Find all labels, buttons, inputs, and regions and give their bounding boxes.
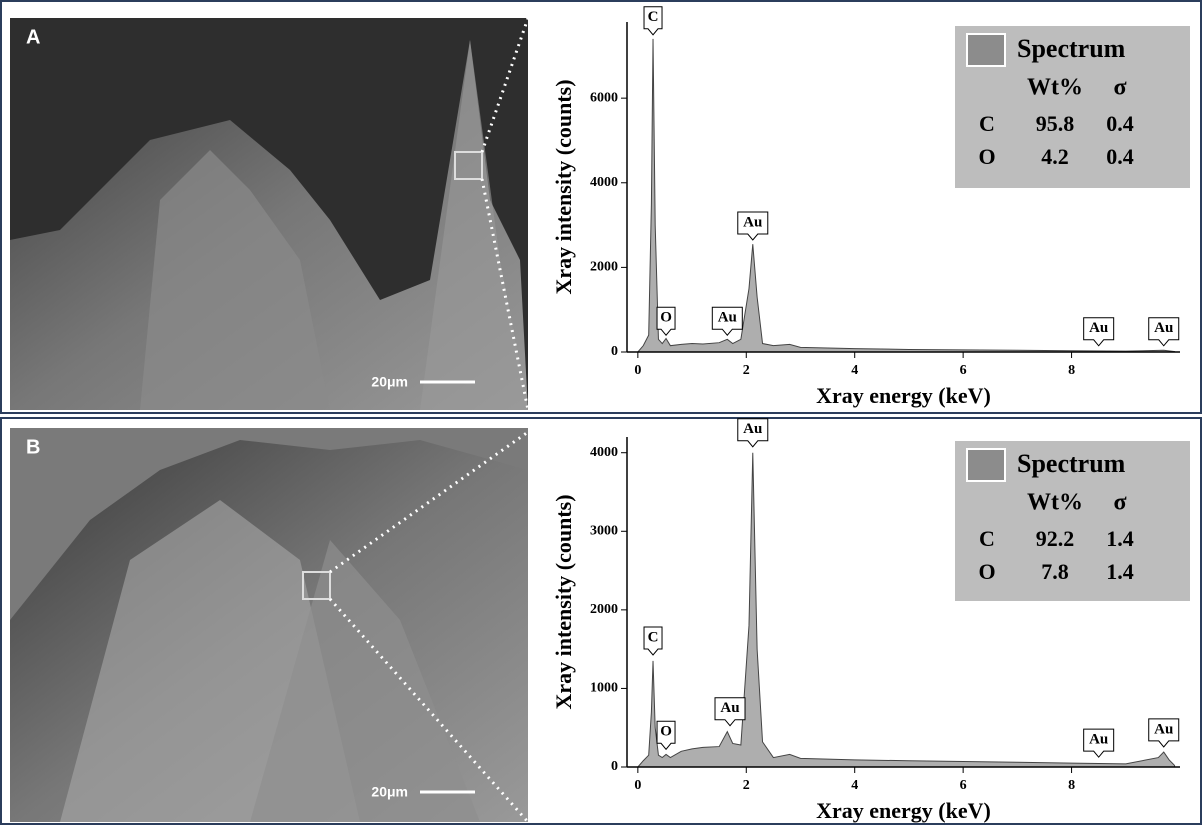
x-axis-label: Xray energy (keV) [816, 383, 991, 408]
table-header: Wt% [1027, 490, 1083, 516]
x-tick-label: 8 [1068, 778, 1075, 793]
sem-image [10, 18, 528, 410]
table-cell: 7.8 [1041, 559, 1069, 584]
peak-label: Au [1089, 320, 1108, 336]
y-tick-label: 3000 [590, 524, 618, 539]
legend-label: Spectrum [1017, 34, 1126, 63]
peak-label: Au [718, 310, 737, 326]
y-tick-label: 2000 [590, 602, 618, 617]
x-tick-label: 8 [1068, 363, 1075, 378]
x-tick-label: 0 [634, 363, 641, 378]
scale-bar-label: 20μm [371, 374, 408, 390]
table-cell: 0.4 [1106, 144, 1134, 169]
panel-label: B [26, 436, 40, 458]
table-cell: C [979, 526, 995, 551]
table-cell: 0.4 [1106, 111, 1134, 136]
figure: A 20μm B 20μm 0 2 4 6 8 0 2000 4000 6000 Xray ene… [0, 0, 1202, 826]
sem-image [10, 428, 528, 822]
scale-bar-label: 20μm [371, 784, 408, 800]
x-tick-label: 6 [960, 363, 967, 378]
table-cell: 92.2 [1036, 526, 1075, 551]
peak-label: Au [720, 700, 739, 716]
table-header: σ [1113, 490, 1126, 516]
peak-label: C [648, 629, 659, 645]
peak-label: O [660, 724, 672, 740]
legend-swatch [967, 449, 1005, 481]
table-cell: 1.4 [1106, 559, 1134, 584]
y-tick-label: 4000 [590, 175, 618, 190]
legend-label: Spectrum [1017, 449, 1126, 478]
peak-label: Au [743, 421, 762, 437]
x-tick-label: 2 [743, 778, 750, 793]
panel-label: A [26, 26, 40, 48]
peak-label: Au [1154, 721, 1173, 737]
x-tick-label: 0 [634, 778, 641, 793]
y-tick-label: 1000 [590, 681, 618, 696]
y-tick-label: 0 [611, 344, 618, 359]
x-tick-label: 4 [851, 363, 858, 378]
table-cell: 1.4 [1106, 526, 1134, 551]
peak-label: O [660, 310, 672, 326]
y-tick-label: 0 [611, 759, 618, 774]
table-cell: O [978, 559, 995, 584]
x-tick-label: 4 [851, 778, 858, 793]
peak-label: C [648, 9, 659, 25]
peak-label: Au [1154, 320, 1173, 336]
table-cell: 95.8 [1036, 111, 1075, 136]
y-tick-label: 6000 [590, 90, 618, 105]
table-cell: C [979, 111, 995, 136]
x-axis-label: Xray energy (keV) [816, 798, 991, 823]
table-header: Wt% [1027, 75, 1083, 101]
y-axis-label: Xray intensity (counts) [551, 494, 576, 709]
x-tick-label: 2 [743, 363, 750, 378]
table-header: σ [1113, 75, 1126, 101]
peak-label: Au [1089, 732, 1108, 748]
table-cell: O [978, 144, 995, 169]
legend-swatch [967, 34, 1005, 66]
table-cell: 4.2 [1041, 144, 1069, 169]
peak-label: Au [743, 214, 762, 230]
y-tick-label: 4000 [590, 445, 618, 460]
y-axis-label: Xray intensity (counts) [551, 79, 576, 294]
y-tick-label: 2000 [590, 260, 618, 275]
x-tick-label: 6 [960, 778, 967, 793]
